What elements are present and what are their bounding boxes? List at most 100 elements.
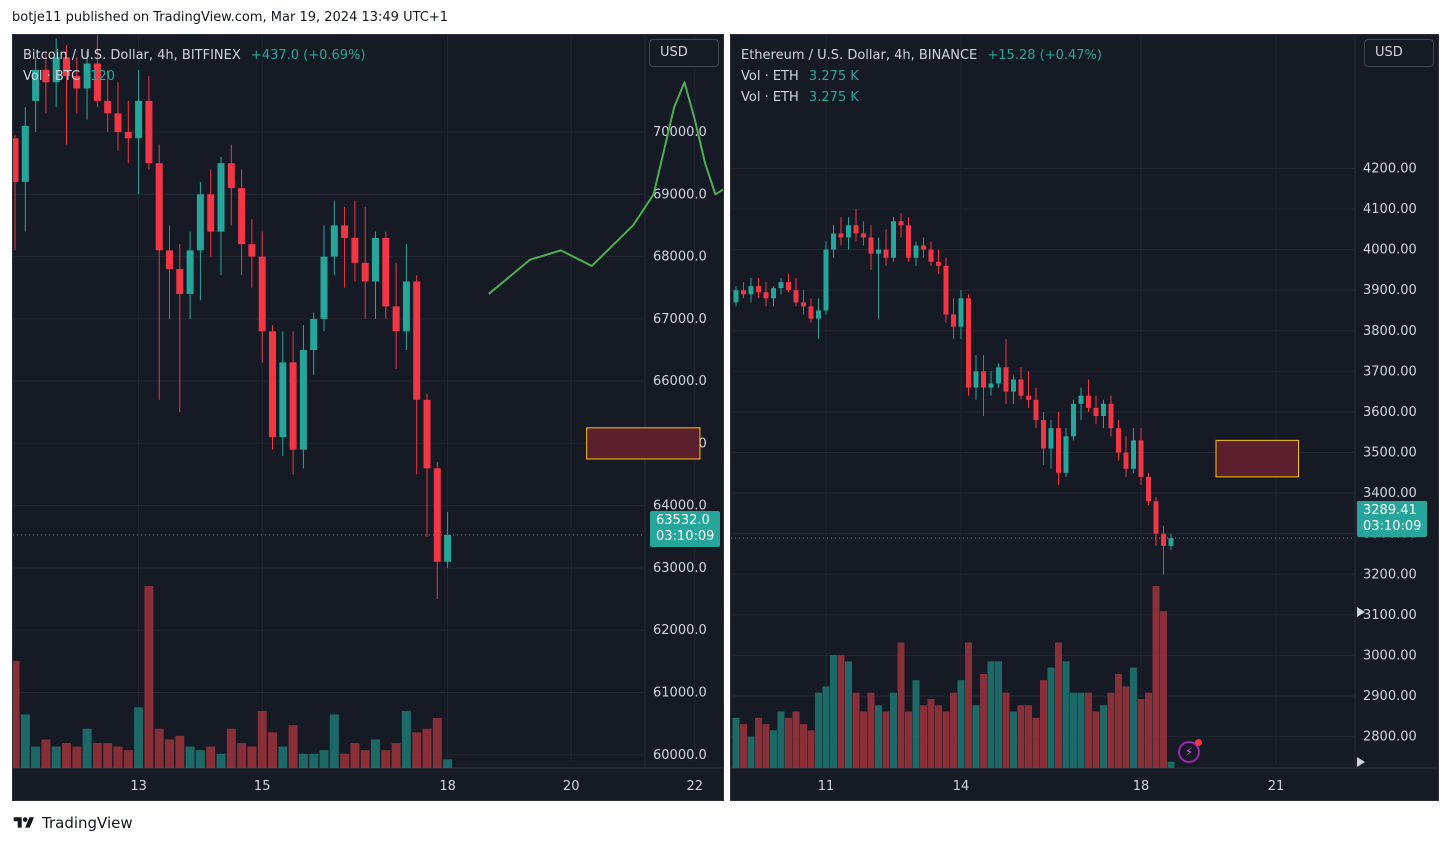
- btc-volume-bar: [41, 739, 51, 768]
- publish-info: botje11 published on TradingView.com, Ma…: [12, 10, 449, 25]
- eth-volume-bar: [1100, 705, 1107, 768]
- eth-candle-body: [883, 249, 889, 258]
- tradingview-logo-icon[interactable]: [12, 815, 36, 831]
- eth-volume-bar: [920, 705, 927, 768]
- eth-volume-bar: [1145, 692, 1152, 768]
- eth-candle-body: [1108, 403, 1114, 429]
- btc-candle-body: [382, 237, 390, 307]
- eth-volume-bar: [980, 673, 987, 768]
- btc-volume-bar: [51, 746, 61, 768]
- btc-volume-bar: [13, 660, 20, 768]
- eth-volume-bar: [852, 692, 860, 768]
- btc-candle-body: [135, 100, 143, 139]
- btc-y-tick-label: 61000.0: [653, 686, 707, 701]
- notification-dot-icon: [1195, 739, 1202, 746]
- eth-volume-bar: [1092, 711, 1100, 768]
- eth-volume-bar: [1167, 761, 1175, 768]
- eth-vol-label[interactable]: Vol · ETH: [741, 69, 799, 84]
- eth-candle-body: [838, 233, 844, 238]
- eth-y-tick-label: 3000.00: [1363, 648, 1417, 663]
- eth-volume-bar: [965, 642, 972, 768]
- footer-brand[interactable]: TradingView: [42, 814, 133, 832]
- eth-candle-body: [1123, 452, 1129, 469]
- btc-y-tick-label: 63000.0: [653, 561, 707, 576]
- eth-volume-bar: [1055, 642, 1062, 768]
- eth-volume-bar: [822, 686, 830, 768]
- eth-y-tick-label: 4200.00: [1363, 161, 1417, 176]
- btc-currency-button[interactable]: USD: [649, 39, 719, 67]
- footer: TradingView: [12, 814, 133, 832]
- btc-volume-bar: [268, 732, 277, 768]
- btc-volume-bar: [185, 746, 195, 768]
- btc-volume-bar: [31, 746, 41, 768]
- btc-candle-body: [155, 163, 163, 251]
- eth-y-tick-label: 2800.00: [1363, 730, 1417, 745]
- eth-symbol-title[interactable]: Ethereum / U.S. Dollar, 4h, BINANCE: [741, 48, 978, 63]
- btc-candle-body: [93, 63, 101, 101]
- btc-chart-svg[interactable]: 70000.069000.068000.067000.066000.065000…: [13, 35, 724, 801]
- eth-chart-svg[interactable]: 4200.00 4100.00 4000.00 3900.00 3800.00 3700.…: [731, 35, 1439, 801]
- eth-candle-body: [936, 261, 941, 266]
- btc-y-tick-label: 67000.0: [653, 312, 707, 327]
- eth-y-tick-label: 2900.00: [1363, 689, 1417, 704]
- btc-volume-bar: [165, 739, 174, 768]
- btc-candle-body: [279, 362, 287, 438]
- eth-legend: Ethereum / U.S. Dollar, 4h, BINANCE +15.…: [741, 45, 1102, 108]
- eth-volume-bar: [815, 692, 822, 768]
- eth-candle-body: [778, 282, 784, 289]
- btc-candle-body: [392, 306, 400, 332]
- eth-countdown: 03:10:09: [1363, 519, 1422, 534]
- eth-currency-button[interactable]: USD: [1364, 39, 1434, 67]
- btc-x-tick-label: 13: [130, 779, 147, 794]
- btc-candle-body: [330, 225, 338, 257]
- btc-y-tick-label: 62000.0: [653, 623, 707, 638]
- btc-candle-body: [248, 244, 256, 257]
- btc-countdown: 03:10:09: [656, 529, 715, 544]
- eth-candle-body: [943, 265, 949, 315]
- lightning-icon[interactable]: ⚡: [1178, 741, 1200, 763]
- btc-symbol-title[interactable]: Bitcoin / U.S. Dollar, 4h, BITFINEX: [23, 48, 241, 63]
- eth-last-price-tag: 3289.41 03:10:09: [1357, 501, 1428, 537]
- eth-candle-body: [996, 367, 1001, 384]
- btc-candle-body: [83, 63, 91, 89]
- btc-volume-bar: [175, 735, 185, 768]
- eth-volume-bar: [957, 680, 965, 768]
- btc-candle-body: [52, 57, 60, 83]
- scale-marker-icon[interactable]: [1357, 607, 1365, 617]
- eth-vol-label-2[interactable]: Vol · ETH: [741, 90, 799, 105]
- eth-volume-bar: [1085, 692, 1092, 768]
- btc-candle-body: [227, 163, 235, 189]
- eth-candle-body: [1026, 395, 1031, 400]
- eth-volume-bar: [905, 711, 912, 768]
- btc-candle-body: [186, 250, 194, 294]
- eth-candle-body: [1078, 395, 1084, 404]
- eth-y-tick-label: 3400.00: [1363, 486, 1417, 501]
- eth-candle-body: [1146, 476, 1151, 502]
- btc-volume-bar: [247, 746, 257, 768]
- eth-volume-bar: [732, 717, 740, 768]
- btc-vol-label[interactable]: Vol · BTC: [23, 69, 81, 84]
- eth-candle-body: [868, 237, 874, 254]
- eth-volume-bar: [1062, 661, 1070, 768]
- btc-chart-panel[interactable]: 70000.069000.068000.067000.066000.065000…: [12, 34, 724, 801]
- eth-candle-body: [1018, 379, 1024, 396]
- eth-volume-bar: [890, 692, 897, 768]
- btc-candle-body: [310, 318, 318, 350]
- eth-chart-panel[interactable]: 4200.00 4100.00 4000.00 3900.00 3800.00 3700.…: [730, 34, 1439, 801]
- eth-volume-bar: [800, 724, 807, 768]
- eth-y-tick-label: 3100.00: [1363, 608, 1417, 623]
- btc-y-tick-label: 60000.0: [653, 748, 707, 763]
- eth-candle-body: [1063, 436, 1069, 473]
- eth-zone-box: [1215, 439, 1299, 478]
- eth-volume-bar: [1032, 717, 1040, 768]
- scale-marker-bottom-icon[interactable]: [1357, 757, 1365, 767]
- eth-y-tick-label: 3800.00: [1363, 324, 1417, 339]
- btc-candle-body: [402, 281, 410, 332]
- eth-volume-bar: [987, 661, 995, 768]
- eth-candle-body: [951, 314, 956, 327]
- btc-candle-body: [372, 237, 379, 282]
- btc-volume-bar: [257, 710, 267, 768]
- eth-volume-bar: [1077, 692, 1085, 768]
- eth-candle-body: [801, 302, 806, 307]
- btc-volume-bar: [350, 743, 360, 768]
